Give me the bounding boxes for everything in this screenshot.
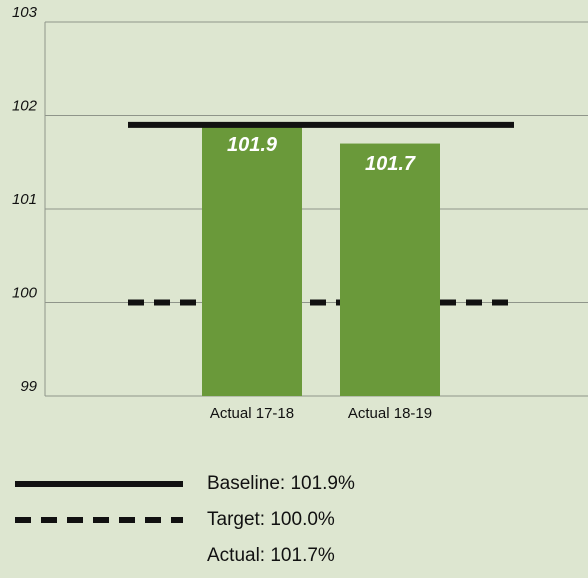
y-tick-label: 99	[20, 378, 37, 395]
y-tick-label: 100	[12, 284, 38, 301]
legend-label: Baseline: 101.9%	[207, 473, 355, 494]
y-tick-label: 101	[12, 191, 37, 208]
y-tick-label: 102	[12, 97, 38, 114]
legend-label: Actual: 101.7%	[207, 545, 335, 566]
legend-label: Target: 100.0%	[207, 509, 335, 530]
data-label: 101.7	[365, 153, 416, 175]
data-label: 101.9	[227, 134, 278, 156]
bar	[340, 143, 440, 396]
y-tick-label: 103	[12, 4, 38, 21]
x-tick-label: Actual 17-18	[210, 405, 294, 422]
x-tick-label: Actual 18-19	[348, 405, 432, 422]
bar	[202, 124, 302, 396]
